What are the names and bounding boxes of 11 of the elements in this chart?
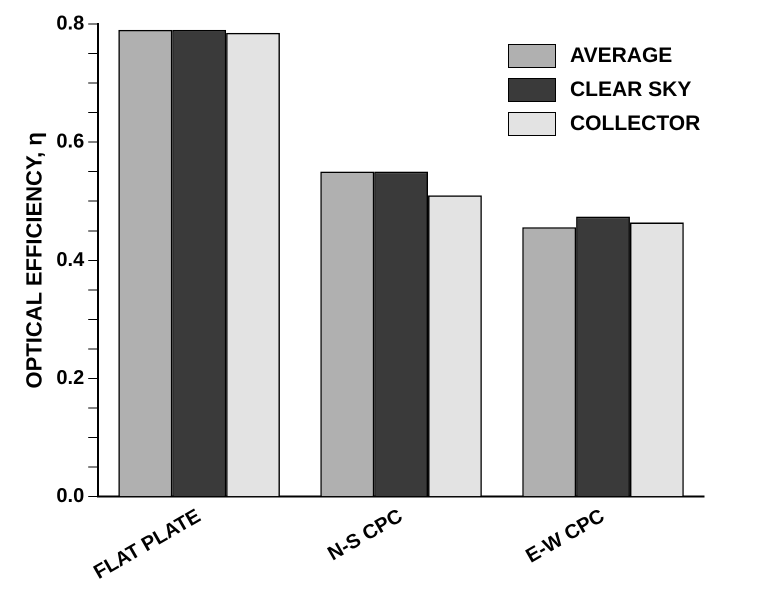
y-tick-label: 0.4 xyxy=(56,248,86,271)
y-tick-label: 0.8 xyxy=(56,12,84,35)
y-tick-label: 0.0 xyxy=(56,485,84,508)
y-tick-label: 0.2 xyxy=(56,366,84,389)
legend-label: CLEAR SKY xyxy=(570,78,692,102)
legend-label: AVERAGE xyxy=(570,44,672,68)
legend-label: COLLECTOR xyxy=(570,112,700,136)
y-axis-title: OPTICAL EFFICIENCY, η xyxy=(21,132,46,388)
x-tick-label: E-W CPC xyxy=(522,505,608,568)
x-tick-label: N-S CPC xyxy=(324,505,406,566)
y-tick-label: 0.6 xyxy=(56,130,84,153)
